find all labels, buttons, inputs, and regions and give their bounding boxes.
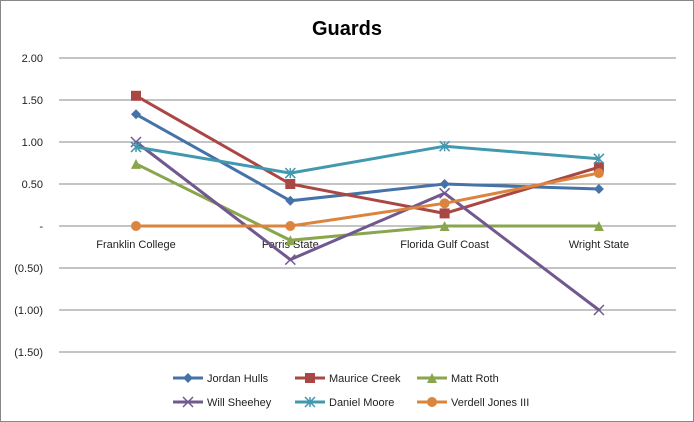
y-tick-label: (0.50) (14, 263, 43, 275)
data-point (439, 198, 450, 209)
data-point (183, 373, 193, 383)
data-point (285, 179, 296, 189)
data-point (593, 168, 604, 179)
series-verdell-jones-iii (131, 168, 604, 231)
legend-item: Will Sheehey (173, 396, 272, 409)
data-point (593, 184, 604, 195)
data-point (131, 90, 141, 101)
data-point (439, 221, 450, 231)
y-tick-label: (1.00) (14, 305, 43, 317)
series-will-sheehey (130, 136, 605, 316)
data-point (130, 136, 142, 148)
data-point (285, 195, 296, 206)
y-tick-label: 0.50 (22, 179, 43, 191)
legend-label: Verdell Jones III (451, 397, 529, 409)
series-line (135, 94, 600, 215)
data-point (284, 167, 296, 179)
y-tick-label: 1.00 (22, 137, 43, 149)
legend-item: Maurice Creek (295, 373, 401, 385)
data-point (593, 304, 605, 316)
data-point (131, 158, 141, 169)
y-tick-label: - (39, 221, 43, 233)
y-tick-label: 2.00 (22, 53, 43, 65)
x-tick-label: Florida Gulf Coast (400, 239, 489, 251)
data-point (439, 140, 451, 152)
chart-title: Guards (312, 18, 382, 40)
data-point (593, 221, 604, 231)
x-tick-label: Franklin College (96, 239, 175, 251)
series-jordan-hulls (131, 109, 604, 206)
series-daniel-moore (130, 140, 605, 179)
data-point (427, 373, 437, 383)
legend-item: Verdell Jones III (417, 397, 529, 409)
series-line (135, 162, 599, 242)
data-point (130, 141, 142, 153)
series-line (135, 144, 600, 175)
y-tick-label: (1.50) (14, 347, 43, 359)
legend-label: Maurice Creek (329, 373, 401, 385)
series-line (135, 112, 599, 203)
data-point (593, 162, 604, 173)
legend-label: Jordan Hulls (207, 373, 269, 385)
legend-label: Will Sheehey (207, 397, 272, 409)
data-point (284, 254, 296, 266)
data-point (131, 221, 141, 231)
y-tick-label: 1.50 (22, 95, 43, 107)
legend-item: Jordan Hulls (173, 373, 269, 385)
series-line (135, 140, 600, 312)
data-point (285, 235, 296, 246)
data-point (131, 109, 141, 120)
data-point (182, 396, 194, 408)
series-maurice-creek (131, 90, 604, 219)
data-point (439, 179, 450, 189)
data-point (285, 221, 296, 231)
series-line (136, 171, 600, 228)
legend-label: Matt Roth (451, 373, 499, 385)
legend-item: Matt Roth (417, 373, 499, 385)
data-point (305, 373, 315, 383)
data-point (439, 208, 450, 219)
data-point (427, 397, 437, 407)
data-point (439, 187, 451, 199)
x-tick-label: Wright State (569, 239, 629, 251)
legend-item: Daniel Moore (295, 396, 394, 409)
legend-label: Daniel Moore (329, 397, 394, 409)
data-point (593, 153, 605, 165)
series-matt-roth (131, 158, 604, 246)
data-point (304, 396, 316, 408)
